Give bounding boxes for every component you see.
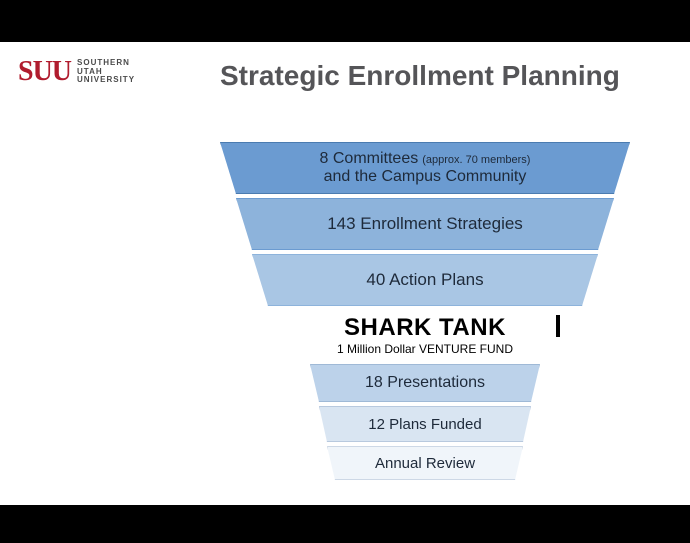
slide-title: Strategic Enrollment Planning: [220, 60, 620, 92]
segment-text: 143 Enrollment Strategies: [327, 214, 523, 234]
segment-text-2: and the Campus Community: [324, 168, 527, 186]
segment-text: 18 Presentations: [365, 374, 485, 392]
shark-tank-block: SHARK TANK1 Million Dollar VENTURE FUND: [300, 314, 550, 356]
segment-text: 12 Plans Funded: [368, 416, 481, 433]
funnel-bottom-segment: Annual Review: [327, 446, 523, 480]
text-cursor-icon: [556, 315, 560, 337]
logo: SUUSOUTHERNUTAHUNIVERSITY: [18, 56, 135, 88]
segment-subtext: (approx. 70 members): [422, 154, 530, 166]
slide: SUUSOUTHERNUTAHUNIVERSITY Strategic Enrol…: [0, 42, 690, 505]
logo-suu: SUU: [18, 56, 71, 88]
segment-text: Annual Review: [375, 455, 475, 472]
segment-text: 8 Committees: [320, 150, 419, 167]
funnel-top-segment: 143 Enrollment Strategies: [236, 198, 614, 250]
logo-text: SOUTHERNUTAHUNIVERSITY: [77, 59, 135, 84]
shark-subtitle: 1 Million Dollar VENTURE FUND: [300, 342, 550, 356]
logo-line: UNIVERSITY: [77, 76, 135, 84]
segment-text: 40 Action Plans: [366, 270, 483, 290]
funnel-bottom-segment: 12 Plans Funded: [319, 406, 531, 442]
shark-title: SHARK TANK: [300, 314, 550, 342]
funnel-bottom-segment: 18 Presentations: [310, 364, 540, 402]
letterbox-bottom: [0, 505, 690, 543]
letterbox-top: [0, 0, 690, 42]
funnel-top-segment: 40 Action Plans: [252, 254, 598, 306]
funnel-top-segment: 8 Committees(approx. 70 members) and the …: [220, 142, 630, 194]
